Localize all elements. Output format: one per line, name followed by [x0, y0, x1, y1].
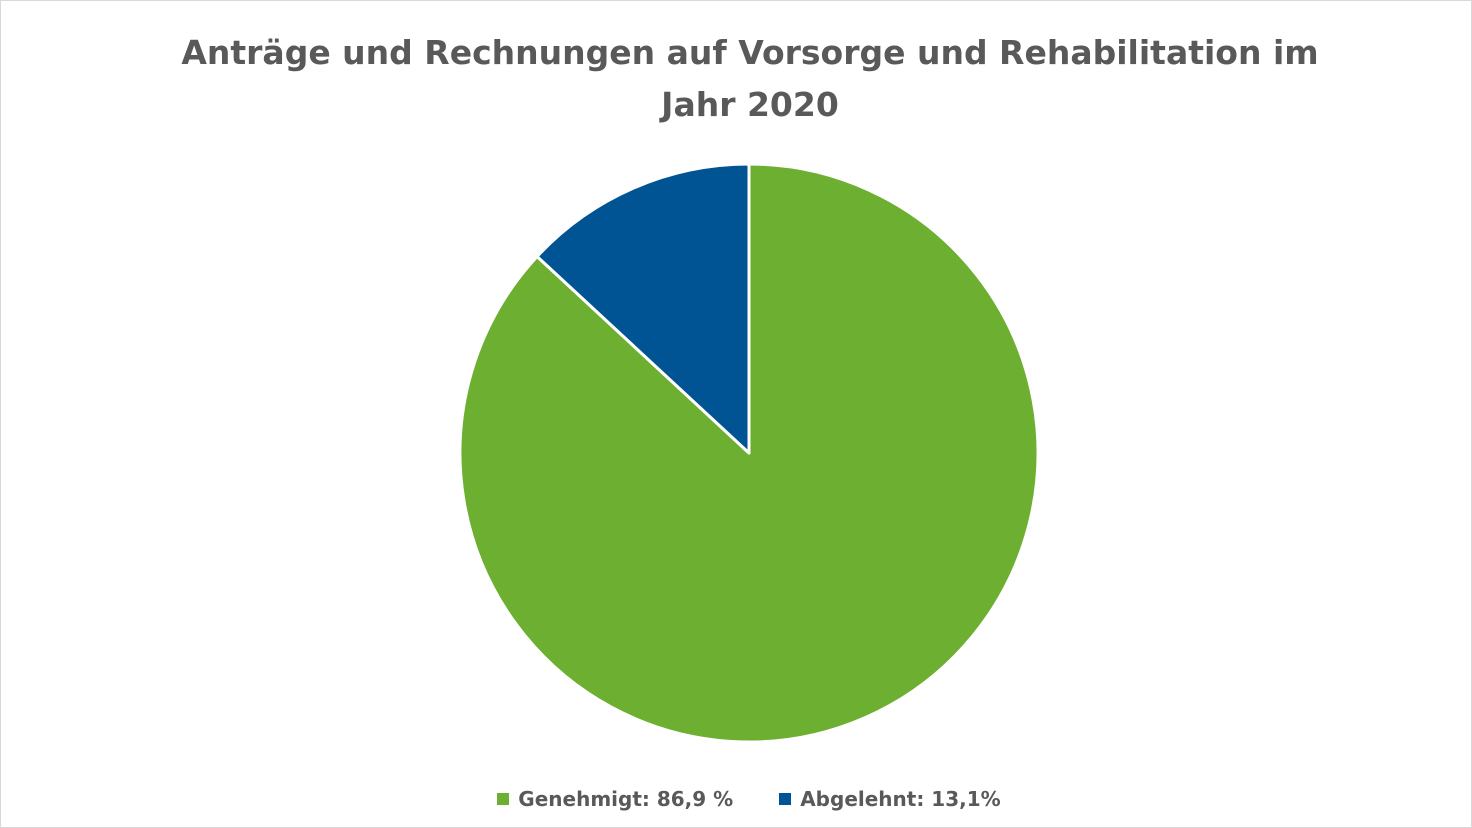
chart-title: Anträge und Rechnungen auf Vorsorge und …	[181, 33, 1319, 124]
legend-label-abgelehnt: Abgelehnt: 13,1%	[800, 787, 1001, 811]
legend-label-genehmigt: Genehmigt: 86,9 %	[518, 787, 734, 811]
legend-item-genehmigt: Genehmigt: 86,9 %	[497, 787, 733, 811]
legend-swatch-genehmigt	[497, 793, 510, 805]
legend-swatch-abgelehnt	[779, 793, 792, 805]
legend-item-abgelehnt: Abgelehnt: 13,1%	[779, 787, 1001, 811]
pie-slice-abgelehnt	[535, 162, 751, 455]
legend: Genehmigt: 86,9 % Abgelehnt: 13,1%	[1, 787, 1472, 811]
pie-slices	[458, 162, 1040, 744]
